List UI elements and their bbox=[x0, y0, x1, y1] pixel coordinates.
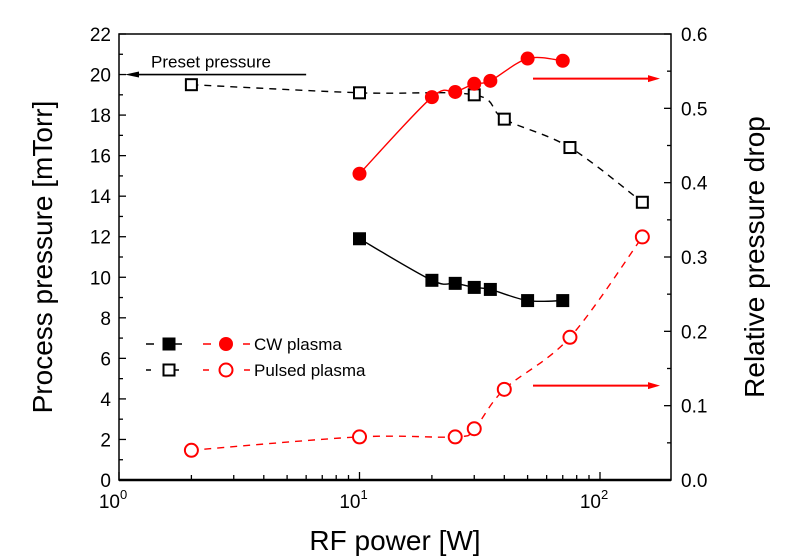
y-left-tick-label: 16 bbox=[90, 147, 111, 168]
data-point bbox=[352, 429, 367, 445]
y-axis-title-left: Process pressure [mTorr] bbox=[27, 101, 58, 414]
data-point bbox=[563, 141, 577, 155]
y-left-tick-label: 10 bbox=[90, 268, 111, 289]
legend-marker bbox=[162, 337, 176, 351]
annotation-layer: Preset pressure bbox=[125, 53, 660, 390]
data-point bbox=[467, 280, 481, 294]
data-point bbox=[425, 273, 439, 287]
legend-marker bbox=[218, 362, 234, 378]
y-right-tick-label: 0.2 bbox=[681, 322, 707, 343]
series-line bbox=[191, 83, 643, 203]
y-left-tick-label: 4 bbox=[100, 390, 111, 411]
data-point bbox=[183, 442, 199, 458]
x-axis-title: RF power [W] bbox=[309, 525, 480, 556]
legend-marker bbox=[219, 337, 233, 351]
data-point bbox=[184, 78, 198, 92]
series-line bbox=[359, 238, 563, 303]
data-point bbox=[353, 232, 366, 246]
data-point bbox=[497, 112, 511, 126]
legend-label: Pulsed plasma bbox=[254, 361, 366, 380]
legend-marker bbox=[162, 363, 176, 377]
x-tick-label: 100 bbox=[99, 487, 127, 513]
y-left-tick-label: 12 bbox=[90, 228, 111, 249]
y-left-tick-label: 2 bbox=[100, 430, 111, 451]
y-right-tick-label: 0.4 bbox=[681, 174, 708, 195]
data-point bbox=[447, 429, 463, 445]
data-point bbox=[467, 76, 482, 91]
y-right-tick-label: 0.6 bbox=[681, 25, 707, 46]
data-point bbox=[448, 276, 462, 290]
legend-label: CW plasma bbox=[254, 335, 342, 354]
data-point bbox=[467, 88, 481, 102]
data-point bbox=[352, 166, 367, 181]
y-axis-title-right: Relative pressure drop bbox=[739, 116, 770, 398]
series-3 bbox=[183, 229, 650, 458]
y-left-tick-label: 18 bbox=[90, 106, 111, 127]
y-left-tick-label: 20 bbox=[90, 66, 111, 87]
data-point bbox=[353, 86, 366, 100]
data-point bbox=[521, 294, 535, 308]
y-right-tick-label: 0.3 bbox=[681, 248, 707, 269]
x-tick-label: 102 bbox=[580, 487, 608, 513]
data-point bbox=[634, 229, 650, 245]
y-left-tick-label: 6 bbox=[100, 349, 111, 370]
plot-frame bbox=[118, 33, 672, 481]
data-point bbox=[556, 294, 570, 308]
series-0 bbox=[353, 232, 570, 308]
data-point bbox=[635, 195, 649, 209]
data-point bbox=[483, 73, 498, 88]
y-left-tick-label: 14 bbox=[90, 187, 112, 208]
data-point bbox=[424, 90, 439, 105]
series-2 bbox=[352, 51, 570, 181]
arrow-head-icon bbox=[125, 71, 139, 78]
preset-pressure-label: Preset pressure bbox=[151, 53, 271, 72]
data-point bbox=[496, 381, 512, 397]
series-1 bbox=[184, 78, 649, 209]
arrow-head-icon bbox=[648, 382, 660, 390]
y-left-tick-label: 8 bbox=[100, 309, 111, 330]
data-point bbox=[555, 53, 570, 68]
y-left-tick-label: 0 bbox=[100, 471, 111, 492]
data-point bbox=[483, 282, 497, 296]
arrow-head-icon bbox=[648, 75, 660, 83]
y-right-tick-label: 0.1 bbox=[681, 397, 707, 418]
axes-group: 100 101 102 0 2 4 6 8 10 12 14 16 18 20 22 0.0 0.1 0.2 0.3… bbox=[90, 25, 708, 513]
legend-entry: Pulsed plasma bbox=[146, 361, 366, 380]
series-layer bbox=[183, 51, 650, 458]
x-tick-label: 101 bbox=[339, 487, 367, 513]
legend-entry: CW plasma bbox=[146, 335, 342, 354]
y-right-tick-label: 0.0 bbox=[681, 471, 707, 492]
data-point bbox=[466, 421, 482, 437]
y-left-tick-label: 22 bbox=[90, 25, 111, 46]
legend: CW plasma Pulsed plasma bbox=[146, 335, 366, 380]
series-line bbox=[358, 56, 563, 175]
data-point bbox=[562, 329, 578, 345]
y-right-tick-label: 0.5 bbox=[681, 99, 707, 120]
data-point bbox=[520, 51, 535, 66]
data-point bbox=[448, 84, 463, 99]
